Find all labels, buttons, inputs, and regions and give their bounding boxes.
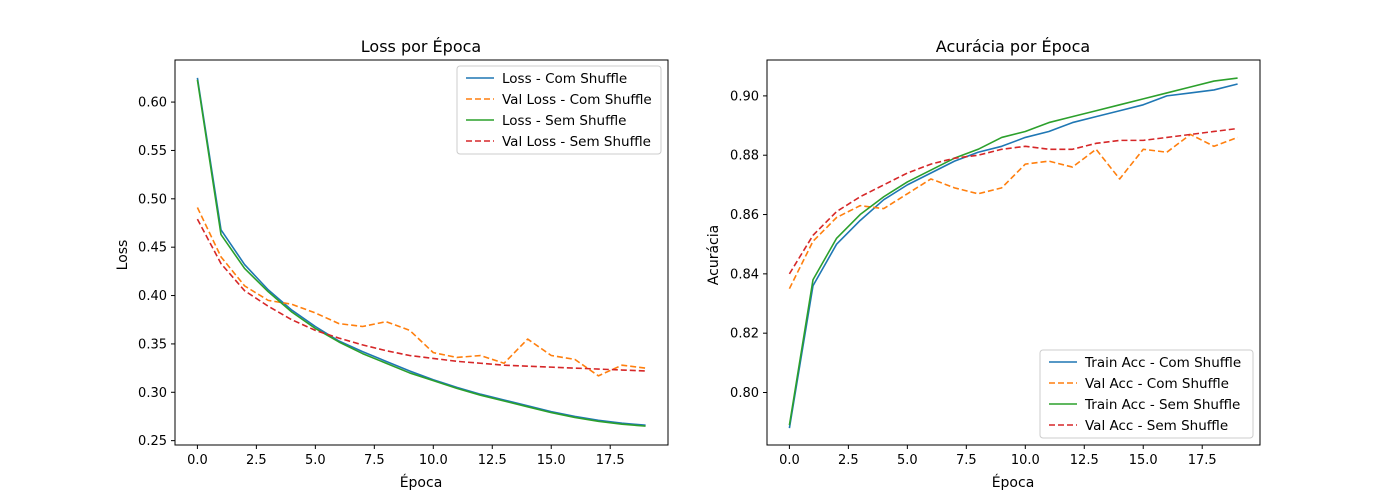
accuracy-chart-series-line-2 [788,133,1238,290]
loss-chart-xtick-label: 12.5 [478,453,507,468]
loss-chart-title: Loss por Época [361,37,481,56]
loss-chart-xtick-label: 2.5 [246,453,267,468]
loss-chart-xtick-label: 17.5 [596,453,625,468]
loss-chart-legend-label: Loss - Sem Shuffle [502,113,626,129]
accuracy-chart-ticks: 0.0 2.5 5.0 7.5 10.0 12.5 15.0 17.5 0.80 0.82 0.84… [730,89,1217,468]
loss-chart-legend-label: Val Loss - Com Shuffle [502,92,652,108]
accuracy-chart-ytick-label: 0.82 [730,327,759,342]
loss-chart-legend-box [456,65,662,155]
accuracy-chart-legend-label: Train Acc - Com Shuffle [1084,355,1241,371]
loss-chart-series-line-3 [196,79,646,427]
loss-chart-ytick-label: 0.40 [138,289,167,304]
loss-chart-ytick-label: 0.25 [138,434,167,449]
loss-chart-legend-label: Val Loss - Sem Shuffle [502,134,651,150]
loss-chart-frame [174,59,669,446]
loss-chart-series-line-1 [196,77,646,426]
loss-chart-ytick-label: 0.30 [138,386,167,401]
accuracy-chart-legend-label: Val Acc - Sem Shuffle [1085,418,1228,434]
loss-chart-ytick-label: 0.60 [138,96,167,111]
accuracy-chart-lines [788,77,1238,429]
accuracy-chart-ytick-label: 0.90 [730,89,759,104]
accuracy-chart-series-line-1 [788,83,1238,429]
accuracy-chart-xtick-label: 2.5 [838,453,859,468]
accuracy-chart-legend-box [1039,349,1254,439]
loss-chart-ytick-label: 0.45 [138,241,167,256]
loss-chart-ytick-label: 0.50 [138,192,167,207]
accuracy-chart-ytick-label: 0.80 [730,386,759,401]
accuracy-chart-xtick-label: 5.0 [897,453,918,468]
accuracy-chart-ytick-label: 0.88 [730,149,759,164]
loss-chart-xtick-label: 7.5 [364,453,385,468]
accuracy-chart-xtick-label: 12.5 [1070,453,1099,468]
loss-chart-legend-label: Loss - Com Shuffle [502,71,627,87]
accuracy-chart-xlabel: Época [992,474,1035,491]
accuracy-chart-ytick-label: 0.84 [730,267,759,282]
loss-chart-xtick-label: 0.0 [187,453,208,468]
loss-chart-ytick-label: 0.35 [138,337,167,352]
loss-chart-series-line-2 [196,207,646,377]
accuracy-chart-legend: Train Acc - Com Shuffle Val Acc - Com Shu… [1039,349,1254,439]
loss-chart-ylabel: Loss [115,240,131,271]
accuracy-chart-xtick-label: 10.0 [1011,453,1040,468]
loss-chart-xtick-label: 5.0 [305,453,326,468]
loss-chart-xlabel: Época [400,474,443,491]
accuracy-chart-legend-label: Val Acc - Com Shuffle [1085,376,1229,392]
accuracy-chart-ylabel: Acurácia [706,225,722,285]
accuracy-chart-ytick-label: 0.86 [730,208,759,223]
accuracy-chart-xtick-label: 0.0 [779,453,800,468]
loss-chart: Loss por Época 0.0 2.5 5.0 7.5 10.0 12.5 15.0 1… [115,37,669,491]
accuracy-chart-title: Acurácia por Época [936,37,1090,56]
loss-chart-xtick-label: 10.0 [419,453,448,468]
accuracy-chart-frame [766,59,1261,446]
accuracy-chart-series-line-4 [788,127,1238,275]
accuracy-chart: Acurácia por Época 0.0 2.5 5.0 7.5 10.0 12.5 1… [706,37,1261,491]
accuracy-chart-legend-label: Train Acc - Sem Shuffle [1084,397,1240,413]
loss-chart-xtick-label: 15.0 [537,453,566,468]
accuracy-chart-series-line-3 [788,77,1238,426]
loss-chart-ytick-label: 0.55 [138,144,167,159]
accuracy-chart-xtick-label: 17.5 [1188,453,1217,468]
loss-chart-lines [196,77,646,427]
accuracy-chart-xtick-label: 7.5 [956,453,977,468]
accuracy-chart-xtick-label: 15.0 [1129,453,1158,468]
loss-chart-ticks: 0.0 2.5 5.0 7.5 10.0 12.5 15.0 17.5 0.25 0.30 0.35… [138,96,625,468]
loss-chart-legend: Loss - Com Shuffle Val Loss - Com Shuffle… [456,65,662,155]
loss-chart-series-line-4 [196,218,646,372]
